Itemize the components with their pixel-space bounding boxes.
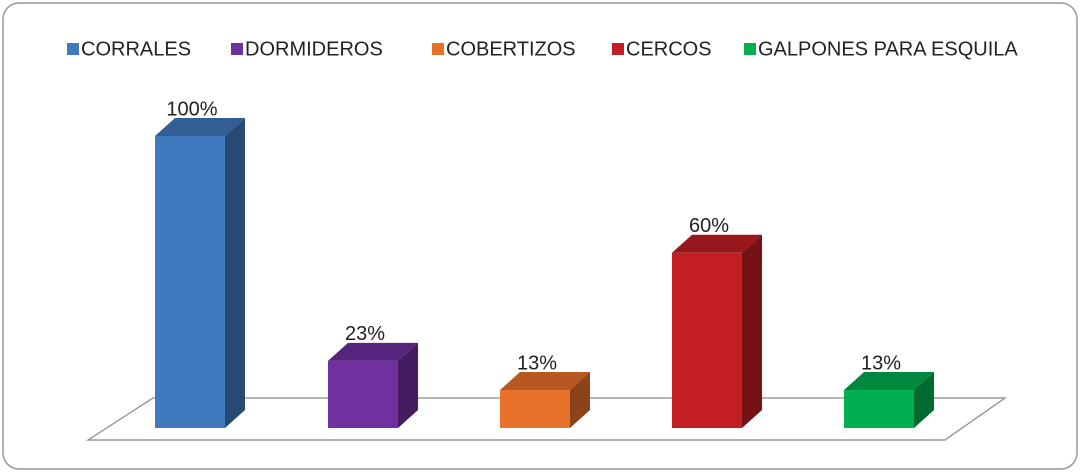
bar-side — [570, 372, 590, 428]
bar-front — [500, 390, 570, 428]
data-label: 13% — [517, 352, 557, 374]
bar-front — [155, 136, 225, 428]
bar-top — [500, 372, 590, 391]
data-label: 13% — [861, 352, 901, 374]
bar-top — [155, 118, 245, 136]
bar-top — [672, 234, 762, 253]
legend-label: CERCOS — [626, 38, 712, 60]
bar-side — [225, 118, 245, 428]
legend-swatch — [612, 43, 624, 55]
legend-swatch — [231, 43, 243, 55]
bar-top — [844, 372, 934, 391]
data-label: 100% — [166, 98, 217, 120]
legend-swatch — [432, 43, 444, 55]
legend-label: CORRALES — [81, 38, 191, 60]
bar-top — [328, 342, 418, 361]
bar-side — [742, 234, 762, 428]
bar — [672, 234, 762, 428]
bar — [844, 372, 934, 428]
bar-front — [844, 390, 914, 428]
bar-front — [672, 252, 742, 428]
bar — [328, 342, 418, 428]
bar — [500, 372, 590, 428]
legend-swatch — [67, 43, 79, 55]
legend-swatch — [744, 43, 756, 55]
legend-label: DORMIDEROS — [245, 38, 383, 60]
data-label: 60% — [689, 215, 729, 237]
bar — [155, 118, 245, 428]
bar-side — [398, 342, 418, 428]
legend-label: COBERTIZOS — [446, 38, 576, 60]
data-label: 23% — [345, 323, 385, 345]
bar-side — [914, 372, 934, 428]
legend-label: GALPONES PARA ESQUILA — [758, 38, 1018, 60]
bar-front — [328, 360, 398, 428]
